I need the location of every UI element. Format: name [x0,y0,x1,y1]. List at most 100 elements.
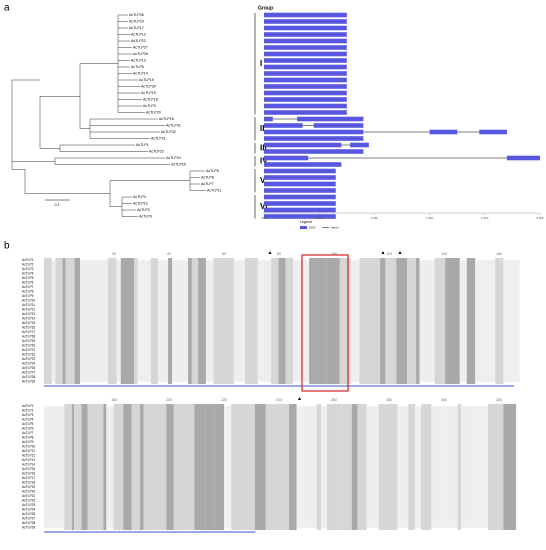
x-tick-label: 1.5kb [426,216,434,220]
cds [264,45,347,50]
group-label: III [260,143,267,152]
cds [264,142,342,148]
dashes [296,406,307,528]
conserved-column [455,258,460,384]
seq-name: AcTLP7 [22,431,34,435]
cds [264,84,347,89]
cds [264,12,347,18]
leaf-label: AcTLP5 [206,169,219,173]
panel-label: b [4,241,10,252]
dashes [172,260,180,382]
seq-name: AcTLP27 [22,371,35,375]
conserved-column [487,404,499,530]
group-title: Group [258,5,273,11]
dashes [461,406,474,528]
leaf-label: AcTLP31 [166,123,181,127]
seq-name: AcTLP1 [22,404,34,408]
leaf-label: AcTLP20 [146,110,161,114]
ruler-label: 40 [167,252,171,256]
seq-name: AcTLP5 [22,422,34,426]
seq-name: AcTLP10 [22,299,35,303]
seq-name: AcTLP17 [22,330,35,334]
seq-name: AcTLP15 [22,321,35,325]
cds [264,51,347,57]
dashes [257,260,272,382]
seq-name: AcTLP18 [22,481,35,485]
seq-name: AcTLP3 [22,413,34,417]
legend-title: Legend [300,220,312,224]
ruler-label: 120 [386,252,392,256]
x-tick-label: 0kb [262,216,267,220]
cds [264,25,347,31]
ruler-label: 240 [276,398,282,402]
x-tick-label: 2.0kb [481,216,489,220]
conserved-column [378,404,385,530]
seq-name: AcTLP12 [22,454,35,458]
dashes [237,260,245,382]
cds [264,181,336,187]
conserved-column [213,258,223,384]
conserved-column [64,404,73,530]
cds [264,90,347,96]
dashes [400,406,409,528]
conserved-column [153,404,167,530]
conserved-column [143,404,154,530]
leaf-label: AcTLP23 [149,149,164,153]
conserved-column [131,404,141,530]
conserved-column [222,258,234,384]
conserved-column [120,258,135,384]
ruler-label: 320 [496,398,502,402]
leaf-label: AcTLP17 [129,26,144,30]
seq-name: AcTLP7 [22,285,34,289]
leaf-label: AcTLP7 [201,182,214,186]
dashes [487,260,496,382]
seq-name: AcTLP13 [22,312,35,316]
seq-name: AcTLP8 [22,290,34,294]
cds [264,97,347,102]
leaf-label: AcTLP29 [129,19,144,23]
dashes [80,260,90,382]
leaf-label: AcTLP10 [133,201,148,205]
seq-name: AcTLP4 [22,418,34,422]
cds [429,129,458,135]
conserved-column [65,258,75,384]
seq-name: AcTLP22 [22,353,35,357]
conserved-column [316,404,322,530]
cds [264,201,336,206]
seq-name: AcTLP23 [22,503,35,507]
conserved-column [123,404,132,530]
ruler-label: 200 [166,398,172,402]
dashes [366,406,379,528]
seq-name: AcTLP9 [22,294,34,298]
dashes [44,406,48,528]
leaf-label: AcTLP27 [133,45,148,49]
seq-name: AcTLP20 [22,490,35,494]
conserved-column [273,404,287,530]
leaf-label: AcTLP28 [133,52,148,56]
conserved-column [457,404,462,530]
leaf-label: AcTLP12 [131,32,146,36]
conserved-column [309,258,315,384]
conserved-column [387,258,397,384]
dashes [179,260,189,382]
cds [264,194,336,200]
seq-name: AcTLP27 [22,517,35,521]
cds [264,175,336,180]
conserved-column [166,404,174,530]
seq-name: AcTLP29 [22,526,35,530]
leaf-label: AcTLP8 [131,65,144,69]
conserved-column [194,404,206,530]
dashes [459,260,464,382]
conserved-column [87,404,99,530]
seq-name: AcTLP9 [22,440,34,444]
seq-name: AcTLP11 [22,303,35,307]
cds [264,77,347,83]
leaf-label: AcTLP9 [139,214,152,218]
seq-name: AcTLP15 [22,467,35,471]
cds [297,116,364,122]
seq-name: AcTLP28 [22,521,35,525]
conserved-column [314,258,327,384]
seq-name: AcTLP12 [22,308,35,312]
cds [264,162,342,167]
marker [398,251,402,254]
